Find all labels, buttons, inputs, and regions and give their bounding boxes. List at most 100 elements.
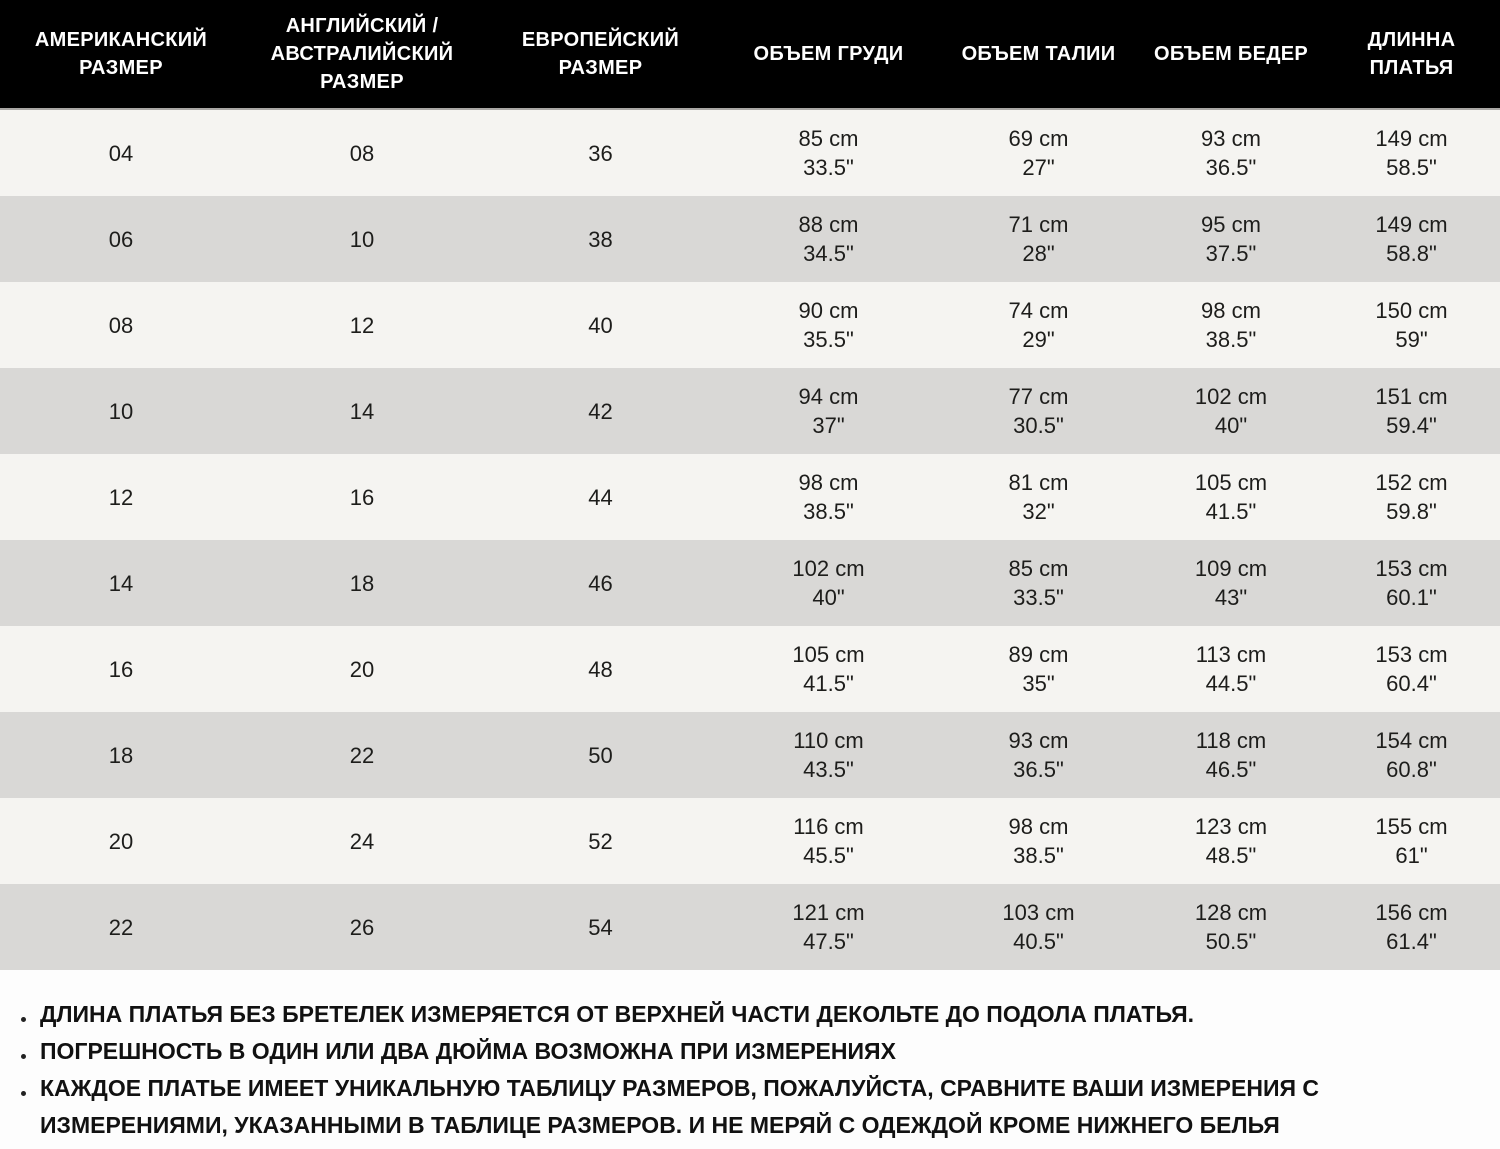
cell-bust: 94 cm 37" [798,384,859,438]
cell-bust: 90 cm 35.5" [798,298,859,352]
cell-bust: 102 cm 40" [792,556,865,610]
table-row: 14 18 46 102 cm 40" 85 cm 33.5" 109 cm 43" 153 cm… [0,540,1500,626]
bullet-dot-icon [21,1054,26,1059]
cell-us: 18 [108,742,134,768]
cell-bust: 116 cm 45.5" [793,814,864,868]
cell-waist: 69 cm 27" [1008,126,1069,180]
cell-hips: 93 cm 36.5" [1201,126,1261,180]
cell-waist: 74 cm 29" [1008,298,1069,352]
cell-uk: 20 [349,656,375,682]
cell-uk: 26 [349,914,375,940]
col-header-waist: ОБЪЕМ ТАЛИИ [938,0,1139,110]
cell-bust: 88 cm 34.5" [798,212,859,266]
table-row: 20 24 52 116 cm 45.5" 98 cm 38.5" 123 cm 48.5" 15… [0,798,1500,884]
table-row: 08 12 40 90 cm 35.5" 74 cm 29" 98 cm 38.5" 150 cm… [0,282,1500,368]
size-table-header: АМЕРИКАНСКИЙ РАЗМЕР АНГЛИЙСКИЙ / АВСТРАЛ… [0,0,1500,110]
footnote-unique-chart: КАЖДОЕ ПЛАТЬЕ ИМЕЕТ УНИКАЛЬНУЮ ТАБЛИЦУ Р… [0,1070,1490,1144]
table-row: 16 20 48 105 cm 41.5" 89 cm 35" 113 cm 44.5" 153 … [0,626,1500,712]
cell-uk: 14 [349,398,375,424]
cell-eu: 44 [588,484,613,510]
cell-hips: 118 cm 46.5" [1195,728,1267,782]
cell-waist: 77 cm 30.5" [1008,384,1069,438]
cell-waist: 98 cm 38.5" [1008,814,1069,868]
cell-waist: 89 cm 35" [1008,642,1069,696]
col-header-hips: ОБЪЕМ БЕДЕР [1139,0,1323,110]
cell-uk: 08 [349,140,375,166]
bullet-dot-icon [21,1017,26,1022]
cell-eu: 48 [588,656,613,682]
cell-us: 14 [108,570,134,596]
table-row: 06 10 38 88 cm 34.5" 71 cm 28" 95 cm 37.5" 149 cm… [0,196,1500,282]
cell-uk: 12 [349,312,375,338]
cell-bust: 98 cm 38.5" [798,470,859,524]
footnotes-list: ДЛИНА ПЛАТЬЯ БЕЗ БРЕТЕЛЕК ИЗМЕРЯЕТСЯ ОТ … [0,996,1500,1144]
size-chart-table: АМЕРИКАНСКИЙ РАЗМЕР АНГЛИЙСКИЙ / АВСТРАЛ… [0,0,1500,970]
cell-eu: 52 [588,828,613,854]
cell-us: 20 [108,828,134,854]
cell-length: 152 cm 59.8" [1375,470,1448,524]
cell-us: 08 [108,312,134,338]
cell-uk: 10 [349,226,375,252]
footnote-text: ДЛИНА ПЛАТЬЯ БЕЗ БРЕТЕЛЕК ИЗМЕРЯЕТСЯ ОТ … [40,1001,1195,1027]
cell-eu: 54 [588,914,613,940]
cell-hips: 109 cm 43" [1194,556,1268,610]
cell-hips: 123 cm 48.5" [1194,814,1268,868]
footnote-text: КАЖДОЕ ПЛАТЬЕ ИМЕЕТ УНИКАЛЬНУЮ ТАБЛИЦУ Р… [40,1075,1320,1138]
footnote-tolerance: ПОГРЕШНОСТЬ В ОДИН ИЛИ ДВА ДЮЙМА ВОЗМОЖН… [0,1033,1490,1070]
table-row: 10 14 42 94 cm 37" 77 cm 30.5" 102 cm 40" 151 cm 5… [0,368,1500,454]
cell-uk: 24 [349,828,375,854]
cell-eu: 46 [588,570,613,596]
cell-bust: 85 cm 33.5" [798,126,859,180]
cell-length: 149 cm 58.8" [1375,212,1448,266]
table-row: 12 16 44 98 cm 38.5" 81 cm 32" 105 cm 41.5" 152 c… [0,454,1500,540]
cell-waist: 85 cm 33.5" [1008,556,1069,610]
header-row: АМЕРИКАНСКИЙ РАЗМЕР АНГЛИЙСКИЙ / АВСТРАЛ… [0,0,1500,110]
cell-length: 151 cm 59.4" [1375,384,1448,438]
cell-length: 149 cm 58.5" [1375,126,1448,180]
cell-waist: 71 cm 28" [1008,212,1069,266]
cell-eu: 38 [588,226,613,252]
cell-length: 153 cm 60.1" [1375,556,1448,610]
cell-hips: 113 cm 44.5" [1195,642,1267,696]
cell-us: 12 [108,484,134,510]
cell-hips: 95 cm 37.5" [1201,212,1261,266]
cell-length: 154 cm 60.8" [1375,728,1448,782]
cell-hips: 128 cm 50.5" [1194,900,1268,954]
table-row: 22 26 54 121 cm 47.5" 103 cm 40.5" 128 cm 50.5" 1… [0,884,1500,970]
cell-length: 155 cm 61" [1375,814,1448,868]
cell-eu: 50 [588,742,613,768]
footnote-text: ПОГРЕШНОСТЬ В ОДИН ИЛИ ДВА ДЮЙМА ВОЗМОЖН… [40,1038,896,1064]
cell-hips: 102 cm 40" [1194,384,1268,438]
cell-us: 16 [108,656,134,682]
cell-uk: 22 [349,742,375,768]
cell-us: 10 [108,398,134,424]
col-header-bust: ОБЪЕМ ГРУДИ [719,0,938,110]
cell-hips: 98 cm 38.5" [1201,298,1261,352]
table-row: 18 22 50 110 cm 43.5" 93 cm 36.5" 118 cm 46.5" 15… [0,712,1500,798]
cell-waist: 103 cm 40.5" [1002,900,1075,954]
col-header-eu-size: ЕВРОПЕЙСКИЙ РАЗМЕР [482,0,719,110]
cell-waist: 93 cm 36.5" [1008,728,1069,782]
cell-uk: 18 [349,570,375,596]
cell-bust: 105 cm 41.5" [792,642,865,696]
col-header-us-size: АМЕРИКАНСКИЙ РАЗМЕР [0,0,242,110]
cell-bust: 110 cm 43.5" [793,728,864,782]
cell-length: 156 cm 61.4" [1375,900,1448,954]
cell-bust: 121 cm 47.5" [792,900,865,954]
cell-us: 06 [108,226,134,252]
footnote-dress-length: ДЛИНА ПЛАТЬЯ БЕЗ БРЕТЕЛЕК ИЗМЕРЯЕТСЯ ОТ … [0,996,1490,1033]
col-header-dress-length: ДЛИННА ПЛАТЬЯ [1323,0,1500,110]
cell-length: 153 cm 60.4" [1375,642,1448,696]
cell-us: 22 [108,914,134,940]
cell-eu: 40 [588,312,613,338]
cell-waist: 81 cm 32" [1008,470,1069,524]
cell-hips: 105 cm 41.5" [1194,470,1268,524]
table-row: 04 08 36 85 cm 33.5" 69 cm 27" 93 cm 36.5" 149 cm… [0,109,1500,196]
cell-eu: 36 [588,140,613,166]
cell-length: 150 cm 59" [1375,298,1448,352]
cell-uk: 16 [349,484,375,510]
col-header-uk-au-size: АНГЛИЙСКИЙ / АВСТРАЛИЙСКИЙ РАЗМЕР [242,0,482,110]
bullet-dot-icon [21,1091,26,1096]
size-table-body: 04 08 36 85 cm 33.5" 69 cm 27" 93 cm 36.5" 149 cm… [0,109,1500,970]
cell-eu: 42 [588,398,613,424]
